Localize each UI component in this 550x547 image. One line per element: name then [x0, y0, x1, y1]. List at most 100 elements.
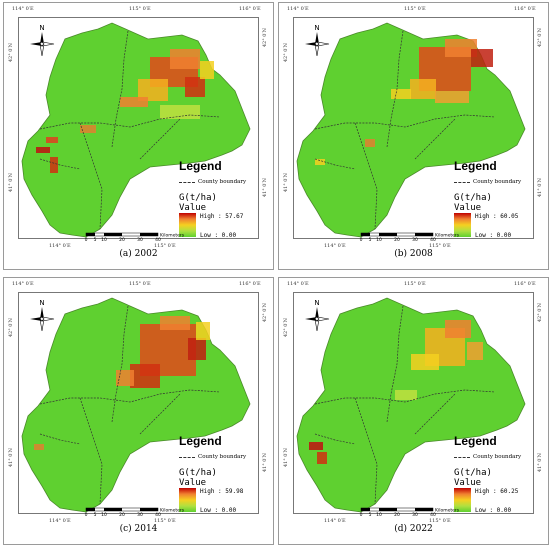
coord-top-2: 115° 0′E	[404, 281, 426, 287]
scale-tick-0: 0	[85, 512, 88, 516]
hotspot-7	[395, 390, 417, 400]
north-arrow: N	[29, 298, 55, 332]
map-panel-3: 114° 0′E 115° 0′E 116° 0′E 114° 0′E 115°…	[3, 277, 274, 545]
scale-tick-5: 5	[94, 512, 97, 516]
ramp-labels: High : 59.98 Low : 0.00	[200, 488, 243, 514]
legend-ramp-row: High : 60.05 Low : 0.00	[454, 213, 544, 239]
legend-value-label: Value	[179, 478, 207, 488]
hotspot-4	[467, 342, 483, 360]
hotspot-7	[34, 444, 44, 450]
hotspot-2	[160, 316, 190, 330]
hotspot-2	[170, 49, 200, 69]
scale-tick-10: 10	[376, 237, 382, 241]
boundary-swatch	[179, 456, 195, 458]
coord-top-1: 114° 0′E	[12, 281, 34, 287]
scale-tick-0: 0	[360, 237, 363, 241]
county-boundaries	[39, 305, 221, 505]
coord-top-1: 114° 0′E	[287, 281, 309, 287]
carbon-density-map	[21, 22, 251, 238]
scale-tick-10: 10	[101, 512, 107, 516]
scale-tick-30: 30	[137, 512, 143, 516]
hotspot-6	[317, 452, 327, 464]
scale-tick-10: 10	[101, 237, 107, 241]
scale-tick-20: 20	[394, 512, 400, 516]
legend-unit: G(t/ha)	[179, 193, 217, 203]
panel-caption: (c) 2014	[119, 524, 158, 534]
carbon-density-map	[296, 22, 526, 238]
color-ramp	[454, 488, 471, 512]
hotspot-layer	[315, 39, 493, 165]
legend-ramp-row: High : 59.98 Low : 0.00	[179, 488, 269, 514]
legend-boundary-label: County boundary	[473, 454, 522, 460]
scale-tick-40: 40	[430, 512, 436, 516]
hotspot-3	[471, 49, 493, 67]
coord-right-1: 42° 0′N	[537, 28, 543, 48]
scale-bar: 0 5 10 20 30 40 Kilometers	[360, 233, 460, 242]
scale-tick-20: 20	[394, 237, 400, 241]
hotspot-8	[46, 137, 58, 143]
hotspot-6	[200, 61, 214, 79]
hotspot-2	[445, 320, 471, 338]
legend-boundary-label: County boundary	[198, 454, 247, 460]
north-label: N	[314, 299, 319, 307]
scale-tick-40: 40	[430, 237, 436, 241]
legend-low-value: Low : 0.00	[475, 507, 512, 514]
legend-boundary-row: County boundary	[454, 179, 544, 185]
coord-top-3: 116° 0′E	[239, 6, 261, 12]
scale-tick-30: 30	[412, 237, 418, 241]
boundary-swatch	[179, 181, 195, 183]
scale-tick-20: 20	[119, 237, 125, 241]
north-arrow: N	[304, 298, 330, 332]
legend-unit: G(t/ha)	[454, 468, 492, 478]
legend: Legend County boundary G(t/ha) Value Hig…	[454, 159, 544, 239]
county-boundaries	[314, 305, 496, 505]
map-panel-4: 114° 0′E 115° 0′E 116° 0′E 114° 0′E 115°…	[278, 277, 549, 545]
hotspot-7	[365, 139, 375, 147]
legend-high-value: High : 60.05	[475, 213, 519, 220]
scale-bar: 0 5 10 20 30 40 Kilometers	[85, 508, 185, 517]
color-ramp	[454, 213, 471, 237]
map-frame	[18, 17, 259, 239]
legend-title: Legend	[454, 159, 497, 173]
scale-bar: 0 5 10 20 30 40 Kilometers	[360, 508, 460, 517]
legend-value-label: Value	[454, 203, 482, 213]
coord-bottom-1: 114° 0′E	[324, 243, 346, 249]
legend-low-value: Low : 0.00	[200, 507, 237, 514]
carbon-density-map	[296, 297, 526, 513]
scale-bar: 0 5 10 20 30 40 Kilometers	[85, 233, 185, 242]
scale-tick-0: 0	[360, 512, 363, 516]
legend-boundary-row: County boundary	[179, 179, 269, 185]
scale-tick-30: 30	[137, 237, 143, 241]
legend-value-label: Value	[179, 203, 207, 213]
ramp-labels: High : 60.25 Low : 0.00	[475, 488, 518, 514]
hotspot-7	[36, 147, 50, 153]
hotspot-11	[160, 105, 200, 119]
coord-top-3: 116° 0′E	[239, 281, 261, 287]
ramp-labels: High : 57.67 Low : 0.00	[200, 213, 243, 239]
scale-tick-30: 30	[412, 512, 418, 516]
svg-text:Kilometers: Kilometers	[160, 233, 185, 239]
svg-text:Kilometers: Kilometers	[160, 508, 185, 514]
svg-text:Kilometers: Kilometers	[435, 233, 460, 239]
legend: Legend County boundary G(t/ha) Value Hig…	[179, 434, 269, 514]
legend-high-value: High : 60.25	[475, 488, 519, 495]
legend: Legend County boundary G(t/ha) Value Hig…	[454, 434, 544, 514]
legend-high-value: High : 57.67	[200, 213, 244, 220]
map-frame	[293, 17, 534, 239]
coord-bottom-1: 114° 0′E	[49, 518, 71, 524]
coord-top-2: 115° 0′E	[404, 6, 426, 12]
hotspot-3	[188, 338, 206, 360]
coord-top-1: 114° 0′E	[12, 6, 34, 12]
legend-value-label: Value	[454, 478, 482, 488]
legend-boundary-row: County boundary	[179, 454, 269, 460]
panel-caption: (d) 2022	[394, 524, 433, 534]
coord-right-1: 42° 0′N	[537, 303, 543, 323]
panel-caption: (b) 2008	[394, 249, 433, 259]
map-panel-2: 114° 0′E 115° 0′E 116° 0′E 114° 0′E 115°…	[278, 2, 549, 270]
coord-bottom-2: 115° 0′E	[154, 518, 176, 524]
coord-left-2: 41° 0′N	[283, 173, 289, 193]
hotspot-4	[185, 77, 205, 97]
coord-top-1: 114° 0′E	[287, 6, 309, 12]
coord-left-1: 42° 0′N	[8, 318, 14, 338]
north-label: N	[39, 24, 44, 32]
